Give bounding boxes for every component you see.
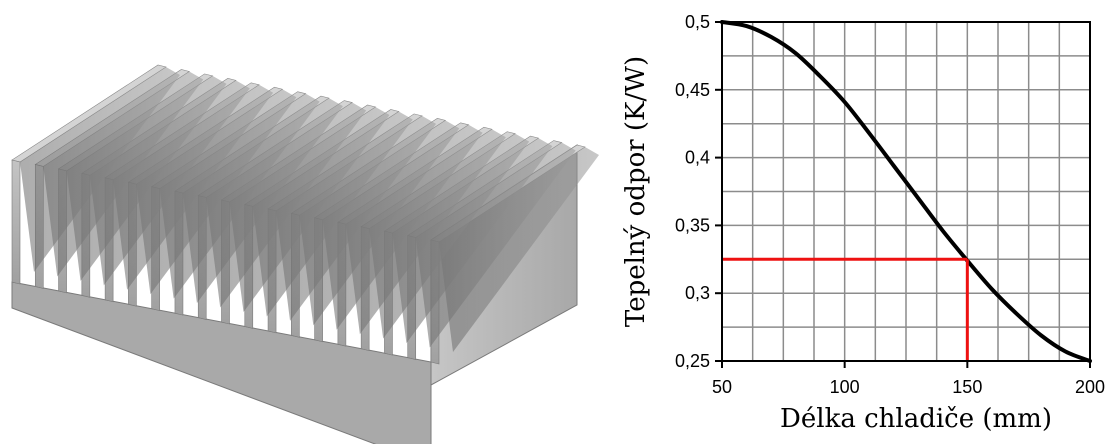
fin-slot [439, 147, 599, 352]
heatsink-body [11, 64, 599, 444]
y-tick-label: 0,45 [675, 80, 710, 100]
fin-slot [89, 80, 250, 286]
fin-slot [43, 71, 204, 277]
chart-grid [721, 21, 1091, 362]
x-tick-label: 200 [1075, 377, 1105, 397]
heatsink-illustration [11, 64, 599, 444]
fin-slot [369, 133, 530, 339]
fin-slot [252, 111, 413, 317]
fin-slot [66, 75, 227, 281]
fin-slot [415, 142, 576, 348]
fin-slot [345, 129, 506, 335]
x-tick-label: 150 [952, 377, 982, 397]
fin-front-face [11, 159, 21, 285]
fin-slot [182, 98, 343, 304]
x-tick-label: 100 [830, 377, 860, 397]
fin-slot [229, 107, 390, 312]
y-axis-title: Tepelný odpor (K/W) [621, 56, 651, 327]
series-line-0 [720, 20, 1092, 363]
fin-slot [206, 102, 367, 308]
x-tick-label: 50 [712, 377, 732, 397]
y-tick-label: 0,4 [685, 148, 710, 168]
fin-slot [20, 67, 180, 272]
fin-slot [392, 138, 553, 344]
plot-frame [721, 21, 1091, 362]
fin-slot [299, 120, 460, 326]
fin-slot [136, 89, 297, 295]
x-axis-title: Délka chladiče (mm) [780, 404, 1052, 434]
chart-annotation [722, 257, 969, 361]
fin-slot [159, 93, 320, 299]
fin-slot [113, 84, 274, 290]
y-tick-label: 0,35 [675, 215, 710, 235]
fin-slot [322, 124, 483, 330]
chart-ticks: 50 100 150 200 0,25 0,3 0,35 0,4 0,45 0,5 [675, 12, 1105, 397]
y-tick-label: 0,5 [685, 12, 710, 32]
resistance-chart: 50 100 150 200 0,25 0,3 0,35 0,4 0,45 0,5 Délka c… [621, 12, 1105, 434]
y-tick-label: 0,3 [685, 283, 710, 303]
fin-slot [276, 115, 437, 321]
chart-series-layer [720, 20, 1092, 363]
y-tick-label: 0,25 [675, 351, 710, 371]
